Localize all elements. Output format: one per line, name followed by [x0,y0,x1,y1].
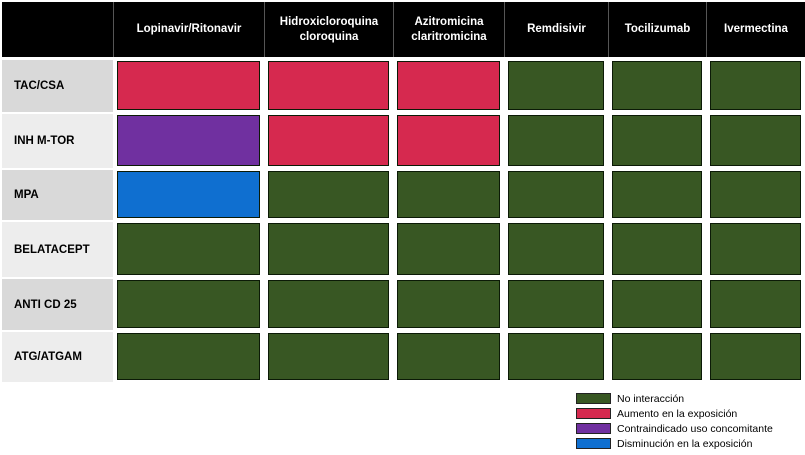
column-header-text: claritromicina [411,30,487,43]
interaction-cell-none [397,333,500,380]
column-header: Hidroxicloroquina cloroquina [264,2,393,57]
column-header-text: Tocilizumab [624,23,691,35]
row-label: BELATACEPT [2,222,113,277]
row-label: ATG/ATGAM [2,332,113,382]
interaction-cell-none [612,115,702,166]
row-label: TAC/CSA [2,60,113,112]
legend-swatch-increase [576,408,611,419]
interaction-cell-none [397,223,500,275]
row-label: ANTI CD 25 [2,279,113,330]
column-header-text: Hidroxicloroquina [279,15,379,28]
column-header: Lopinavir/Ritonavir [113,2,264,57]
interaction-cell-none [612,223,702,275]
column-header: Tocilizumab [608,2,706,57]
interaction-cell-none [710,115,801,166]
column-header-text: Lopinavir/Ritonavir [136,23,242,35]
interaction-cell-increase [397,115,500,166]
legend-item: No interacción [576,391,773,406]
interaction-cell-none [268,280,389,328]
column-header-text: Azitromicina [414,15,484,28]
interaction-cell-none [268,171,389,218]
column-header: Azitromicina claritromicina [393,2,504,57]
interaction-cell-none [117,280,260,328]
interaction-cell-none [508,115,604,166]
legend-label: Contraindicado uso concomitante [617,422,773,435]
interaction-cell-increase [268,115,389,166]
column-header-text: cloroquina [299,30,359,43]
column-header-text: Ivermectina [724,23,788,35]
interaction-cell-increase [397,61,500,110]
interaction-cell-none [612,280,702,328]
row-label: MPA [2,170,113,220]
interaction-cell-none [612,171,702,218]
legend-label: No interacción [617,392,685,405]
column-header: Remdisivir [504,2,608,57]
interaction-cell-increase [117,61,260,110]
interaction-cell-none [508,171,604,218]
legend-swatch-decrease [576,438,611,449]
legend-label: Aumento en la exposición [617,407,738,420]
interaction-cell-none [612,333,702,380]
interaction-cell-none [268,223,389,275]
interaction-cell-none [397,171,500,218]
interaction-cell-none [508,280,604,328]
legend: No interacción Aumento en la exposición … [576,391,773,451]
interaction-cell-none [508,223,604,275]
interaction-cell-none [397,280,500,328]
legend-swatch-contra [576,423,611,434]
row-label: INH M-TOR [2,114,113,168]
interaction-cell-none [710,223,801,275]
interaction-cell-none [710,333,801,380]
header-corner [2,2,113,57]
column-header-text: Remdisivir [527,23,586,35]
interaction-cell-none [508,61,604,110]
legend-swatch-none [576,393,611,404]
interaction-cell-decrease [117,171,260,218]
interaction-cell-none [117,223,260,275]
interaction-cell-none [508,333,604,380]
legend-label: Disminución en la exposición [617,437,753,450]
interaction-cell-none [710,61,801,110]
column-header: Ivermectina [706,2,805,57]
legend-item: Aumento en la exposición [576,406,773,421]
interaction-cell-none [710,171,801,218]
interaction-cell-increase [268,61,389,110]
legend-item: Contraindicado uso concomitante [576,421,773,436]
interaction-cell-none [268,333,389,380]
interaction-cell-contra [117,115,260,166]
interaction-cell-none [612,61,702,110]
interaction-cell-none [710,280,801,328]
legend-item: Disminución en la exposición [576,436,773,451]
interaction-cell-none [117,333,260,380]
